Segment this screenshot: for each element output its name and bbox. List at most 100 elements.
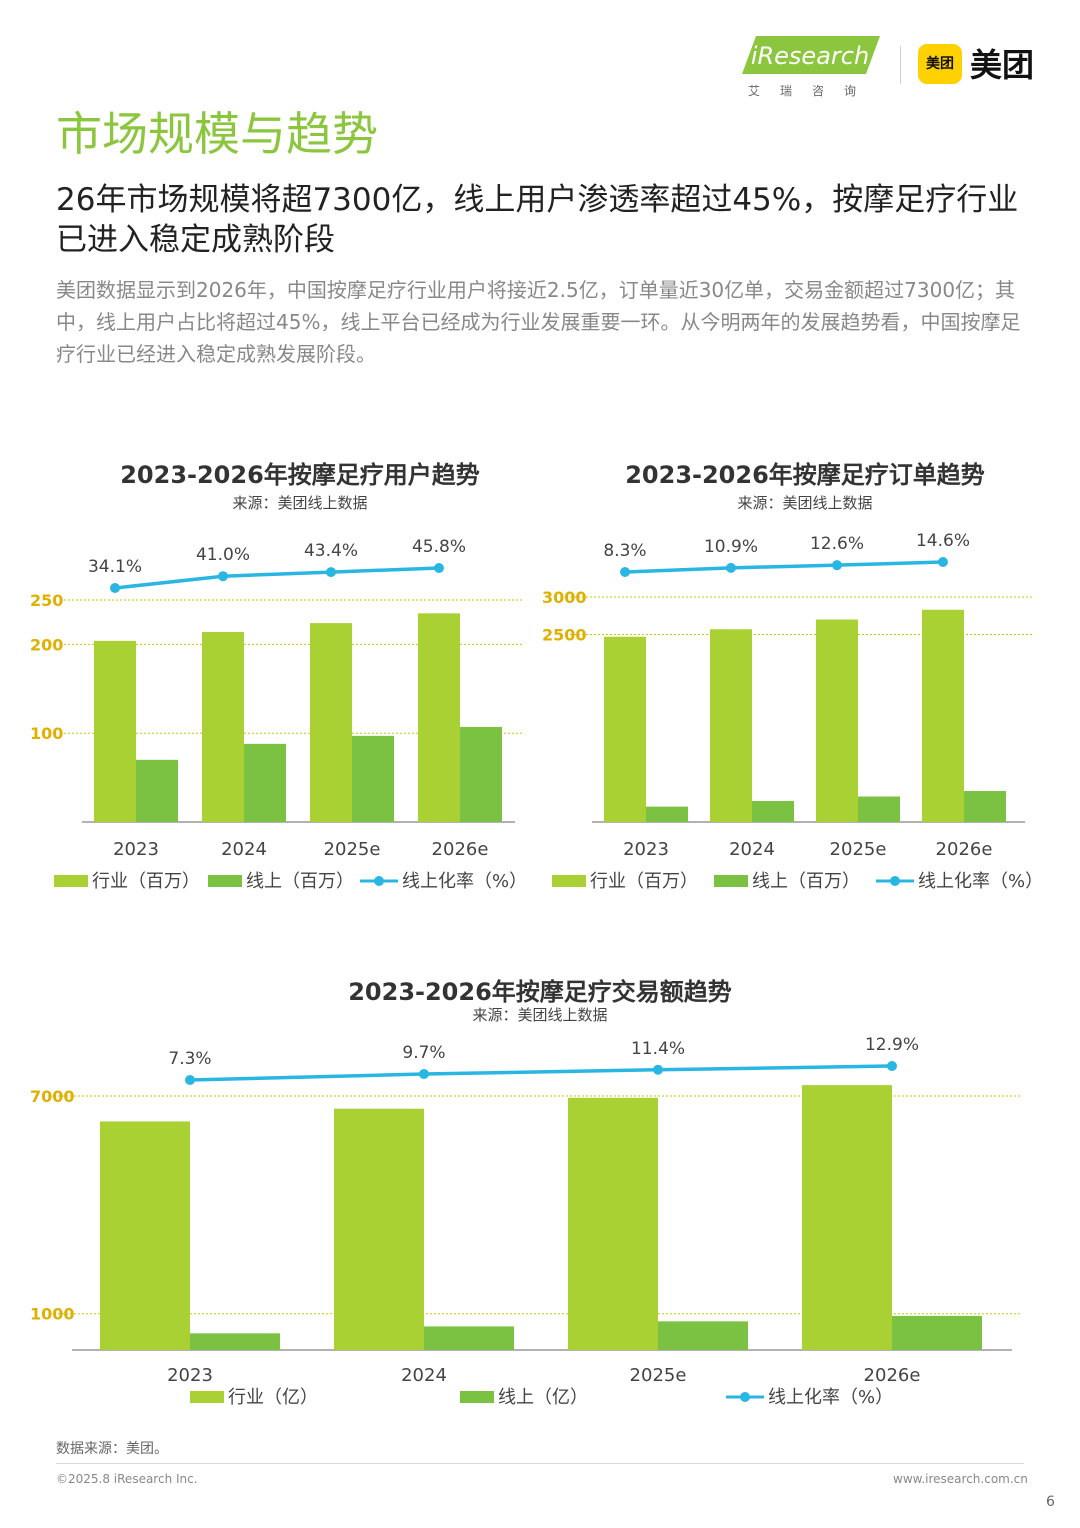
page-title: 市场规模与趋势 [56, 107, 378, 161]
online-rate-label: 12.9% [865, 1035, 919, 1055]
meituan-logo-text: 美团 [970, 46, 1035, 84]
industry-bar [802, 1085, 892, 1350]
online-rate-label: 12.6% [810, 534, 864, 554]
online-bar [892, 1315, 982, 1350]
online-rate-label: 10.9% [704, 537, 758, 557]
online-bar [136, 759, 178, 822]
online-rate-point [726, 562, 736, 573]
online-bar [424, 1326, 514, 1350]
legend-label: 线上（百万） [246, 871, 354, 892]
iresearch-logo: iResearch [742, 36, 880, 74]
industry-bar [310, 623, 352, 822]
chart-gmv-source: 来源：美团线上数据 [472, 1006, 608, 1024]
industry-bar [100, 1121, 190, 1350]
online-rate-point [938, 557, 948, 567]
online-rate-point [620, 567, 630, 577]
y-tick-label: 3000 [542, 588, 587, 607]
online-rate-label: 8.3% [603, 541, 646, 561]
industry-bar [418, 613, 460, 822]
data-source-note: 数据来源：美团。 [56, 1441, 168, 1457]
x-category-label: 2026e [432, 839, 489, 860]
legend-line-marker [374, 876, 384, 886]
chart-orders-title: 2023-2026年按摩足疗订单趋势 [625, 461, 985, 489]
online-rate-point [326, 567, 336, 578]
x-category-label: 2023 [623, 839, 669, 860]
legend-swatch [714, 875, 748, 887]
x-category-label: 2026e [936, 839, 993, 860]
x-category-label: 2024 [729, 839, 775, 860]
chart-orders-source: 来源：美团线上数据 [737, 494, 873, 512]
legend-label: 线上化率（%） [768, 1387, 893, 1408]
x-category-label: 2023 [113, 839, 159, 860]
online-rate-label: 41.0% [196, 545, 250, 565]
legend-label: 线上化率（%） [402, 871, 527, 892]
chart-gmv-title: 2023-2026年按摩足疗交易额趋势 [348, 978, 732, 1006]
industry-bar [568, 1097, 658, 1350]
online-bar [352, 735, 394, 822]
x-category-label: 2025e [630, 1365, 687, 1386]
legend-label: 线上（百万） [752, 871, 860, 892]
industry-bar [334, 1108, 424, 1350]
page-number: 6 [1046, 1494, 1055, 1510]
legend-label: 行业（百万） [92, 871, 200, 892]
industry-bar [604, 636, 646, 822]
chart-users-source: 来源：美团线上数据 [232, 494, 368, 512]
online-rate-point [218, 571, 228, 582]
online-rate-point [185, 1075, 195, 1085]
legend-swatch [54, 875, 88, 887]
industry-bar [94, 640, 136, 822]
legend-label: 行业（亿） [228, 1387, 318, 1408]
chart-users-title: 2023-2026年按摩足疗用户趋势 [120, 461, 480, 489]
online-rate-label: 11.4% [631, 1039, 685, 1059]
industry-bar [816, 619, 858, 822]
online-bar [964, 791, 1006, 822]
footer-divider [56, 1463, 1024, 1464]
iresearch-logo-subtext: 艾瑞咨询 [748, 84, 877, 98]
page-subtitle: 26年市场规模将超7300亿，线上用户渗透率超过45%，按摩足疗行业已进入稳定成… [56, 182, 1019, 258]
legend-swatch [208, 875, 242, 887]
online-bar [190, 1333, 280, 1350]
chart-users: 100 200 250 2023 2024 2025e 2026e 34.1% 41.0% 43.… [30, 537, 527, 892]
online-bar [244, 743, 286, 822]
online-bar [646, 806, 688, 822]
legend-label: 线上（亿） [498, 1387, 588, 1408]
x-category-label: 2026e [864, 1365, 921, 1386]
iresearch-logo-text: iResearch [751, 42, 869, 70]
y-tick-label: 100 [30, 724, 63, 743]
online-rate-point [434, 563, 444, 573]
legend-swatch [460, 1391, 494, 1403]
chart-gmv: 1000 7000 2023 2024 2025e 2026e 7.3% 9.7% 11.4% 1… [30, 1035, 1020, 1408]
online-rate-label: 7.3% [168, 1049, 211, 1069]
online-rate-point [419, 1069, 429, 1079]
industry-bar [710, 629, 752, 822]
online-rate-point [110, 583, 120, 593]
page-description: 美团数据显示到2026年，中国按摩足疗行业用户将接近2.5亿，订单量近30亿单，… [56, 278, 1021, 366]
x-category-label: 2024 [221, 839, 267, 860]
online-rate-label: 14.6% [916, 531, 970, 551]
online-bar [658, 1321, 748, 1350]
legend-label: 线上化率（%） [918, 871, 1043, 892]
online-bar [858, 796, 900, 822]
copyright: ©2025.8 iResearch Inc. [56, 1472, 198, 1486]
logo-divider [900, 46, 901, 84]
industry-bar [922, 609, 964, 822]
legend-line-marker [890, 876, 900, 886]
meituan-logo-badge: 美团 [918, 44, 962, 84]
industry-bar [202, 631, 244, 822]
legend-line-marker [740, 1392, 750, 1402]
y-tick-label: 250 [30, 591, 63, 610]
y-tick-label: 2500 [542, 626, 587, 645]
legend-label: 行业（百万） [590, 871, 698, 892]
online-rate-line [189, 1064, 893, 1082]
website-url: www.iresearch.com.cn [893, 1472, 1028, 1486]
online-bar [752, 801, 794, 822]
online-rate-point [832, 560, 842, 571]
legend-swatch [552, 875, 586, 887]
online-rate-line [114, 566, 440, 590]
online-rate-label: 43.4% [304, 541, 358, 561]
online-rate-label: 9.7% [402, 1043, 445, 1063]
online-bar [460, 726, 502, 822]
y-tick-label: 1000 [30, 1305, 75, 1324]
chart-orders: 2500 3000 2023 2024 2025e 2026e 8.3% 10.9% 12.6%… [542, 531, 1043, 892]
online-rate-point [653, 1064, 663, 1075]
